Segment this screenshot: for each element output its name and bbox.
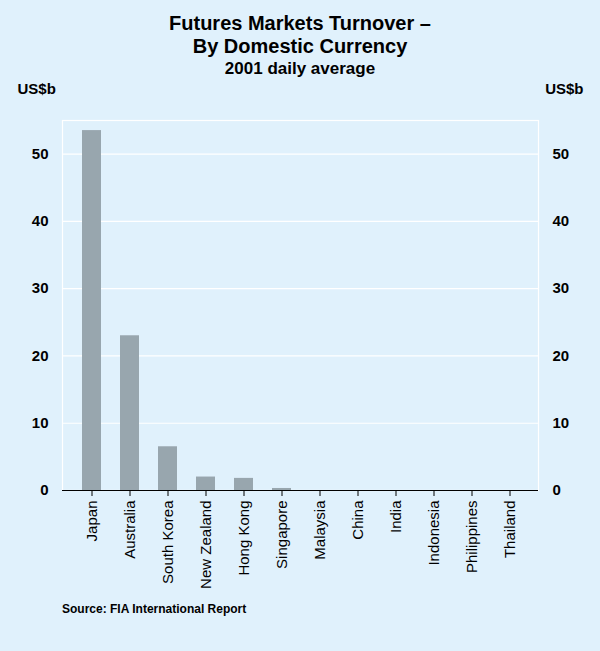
svg-text:40: 40	[32, 212, 49, 229]
svg-text:Philippines: Philippines	[463, 501, 480, 574]
svg-text:10: 10	[32, 414, 49, 431]
html-text:Futures Markets Turnover – By: Futures Markets Turnover – By Domestic C…	[169, 12, 431, 57]
svg-text:40: 40	[553, 212, 570, 229]
svg-text:Japan: Japan	[83, 501, 100, 542]
svg-text:Indonesia: Indonesia	[425, 500, 442, 566]
svg-text:30: 30	[553, 279, 570, 296]
svg-text:30: 30	[32, 279, 49, 296]
svg-text:US$b: US$b	[18, 80, 56, 97]
svg-text:50: 50	[553, 145, 570, 162]
svg-text:20: 20	[32, 347, 49, 364]
svg-text:Australia: Australia	[121, 500, 138, 559]
svg-text:Thailand: Thailand	[501, 501, 518, 559]
svg-text:0: 0	[553, 481, 561, 498]
svg-text:Singapore: Singapore	[273, 501, 290, 569]
html-text:2001 daily average: 2001 daily average	[224, 59, 376, 78]
svg-text:India: India	[387, 500, 404, 533]
svg-text:0: 0	[40, 481, 48, 498]
svg-text:China: China	[349, 500, 366, 540]
svg-text:US$b: US$b	[545, 80, 583, 97]
svg-text:10: 10	[553, 414, 570, 431]
svg-text:20: 20	[553, 347, 570, 364]
html-text:Source: FIA International Repo: Source: FIA International Report	[62, 602, 247, 616]
svg-text:South Korea: South Korea	[159, 500, 176, 584]
svg-text:Malaysia: Malaysia	[311, 500, 328, 560]
svg-text:Hong Kong: Hong Kong	[235, 501, 252, 576]
svg-text:50: 50	[32, 145, 49, 162]
svg-text:New Zealand: New Zealand	[197, 501, 214, 589]
